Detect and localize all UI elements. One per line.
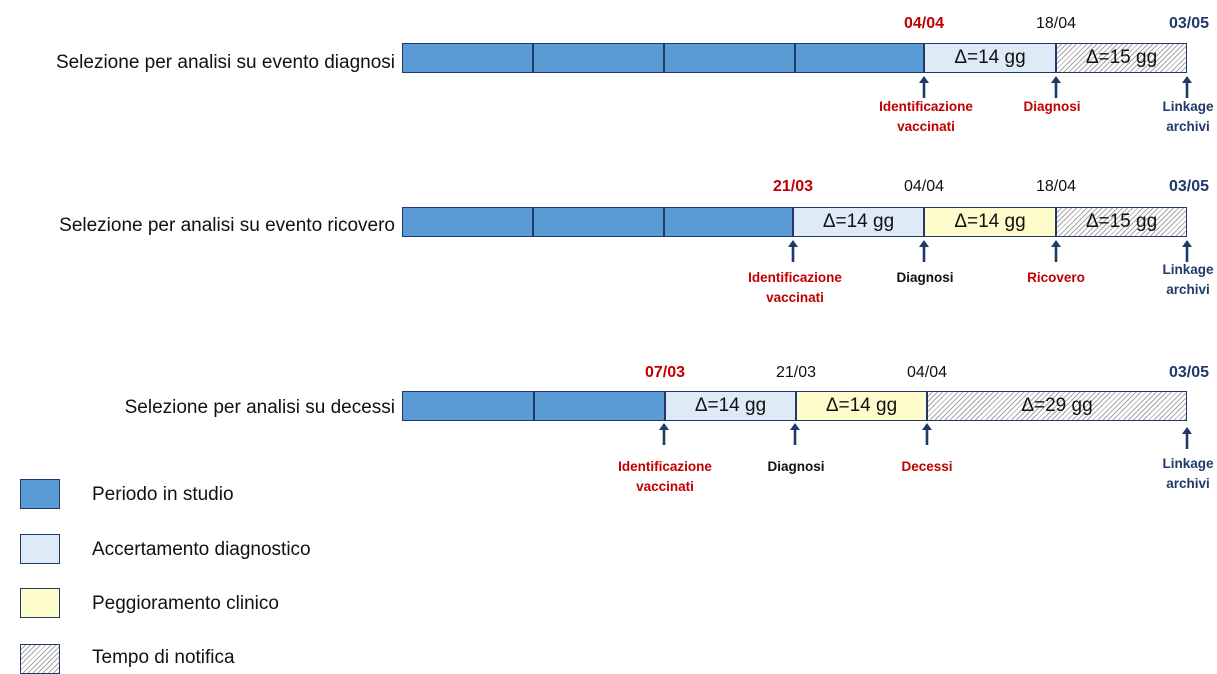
up-arrow-icon [659,423,669,445]
up-arrow-icon [919,76,929,98]
timeline-row-decessi: Selezione per analisi su decessi 07/03 2… [0,0,1217,494]
segment-tempo-di-notifica: Δ=15 gg [1056,207,1187,237]
segment-accertamento-diagnostico: Δ=14 gg [793,207,924,237]
event-label: Linkage archivi [1162,262,1214,297]
timeline-row-ricovero: Selezione per analisi su evento ricovero… [0,0,1217,305]
date-label: 04/04 [906,364,948,381]
up-arrow-icon [1051,240,1061,262]
segment-periodo-in-studio [402,43,533,73]
date-label: 21/03 [772,178,814,195]
segment-peggioramento-clinico: Δ=14 gg [924,207,1056,237]
legend-swatch [20,534,60,564]
date-label: 07/03 [644,364,686,381]
date-label: 04/04 [903,178,945,195]
segment-periodo-in-studio [664,207,793,237]
legend-label: Accertamento diagnostico [92,539,311,560]
up-arrow-icon [922,423,932,445]
timeline-bar: Δ=14 gg Δ=15 gg [402,43,1187,73]
legend-swatch [20,479,60,509]
row-title: Selezione per analisi su decessi [124,397,395,418]
date-label: 03/05 [1168,178,1210,195]
segment-peggioramento-clinico: Δ=14 gg [796,391,927,421]
segment-periodo-in-studio [534,391,665,421]
timeline-bar: Δ=14 gg Δ=14 gg Δ=29 gg [402,391,1187,421]
event-label: Ricovero [1027,270,1085,285]
segment-periodo-in-studio [795,43,924,73]
legend-label: Peggioramento clinico [92,593,279,614]
date-label: 21/03 [775,364,817,381]
event-label: Linkage archivi [1162,456,1214,491]
segment-accertamento-diagnostico: Δ=14 gg [665,391,796,421]
event-label: Linkage archivi [1162,99,1214,134]
up-arrow-icon [1182,76,1192,98]
up-arrow-icon [790,423,800,445]
legend-label: Periodo in studio [92,484,234,505]
event-label: Diagnosi [896,270,954,285]
row-title: Selezione per analisi su evento ricovero [59,215,395,236]
date-label: 18/04 [1035,15,1077,32]
segment-tempo-di-notifica: Δ=15 gg [1056,43,1187,73]
date-label: 18/04 [1035,178,1077,195]
event-label: Diagnosi [1023,99,1081,114]
segment-accertamento-diagnostico: Δ=14 gg [924,43,1056,73]
legend-swatch [20,588,60,618]
up-arrow-icon [919,240,929,262]
segment-periodo-in-studio [533,43,664,73]
up-arrow-icon [1182,240,1192,262]
up-arrow-icon [1182,427,1192,449]
row-title: Selezione per analisi su evento diagnosi [55,52,395,73]
event-label: Identificazione vaccinati [879,99,973,134]
segment-periodo-in-studio [533,207,664,237]
segment-periodo-in-studio [402,391,534,421]
date-label: 03/05 [1168,364,1210,381]
event-label: Identificazione vaccinati [618,459,712,494]
timeline-bar: Δ=14 gg Δ=14 gg Δ=15 gg [402,207,1187,237]
timeline-row-diagnosi: Selezione per analisi su evento diagnosi… [0,0,1217,160]
segment-periodo-in-studio [402,207,533,237]
event-label: Identificazione vaccinati [748,270,842,305]
date-label: 04/04 [903,15,945,32]
legend-label: Tempo di notifica [92,647,235,668]
up-arrow-icon [1051,76,1061,98]
event-label: Diagnosi [767,459,825,474]
legend-swatch [20,644,60,674]
date-label: 03/05 [1168,15,1210,32]
segment-periodo-in-studio [664,43,795,73]
event-label: Decessi [901,459,953,474]
segment-tempo-di-notifica: Δ=29 gg [927,391,1187,421]
up-arrow-icon [788,240,798,262]
